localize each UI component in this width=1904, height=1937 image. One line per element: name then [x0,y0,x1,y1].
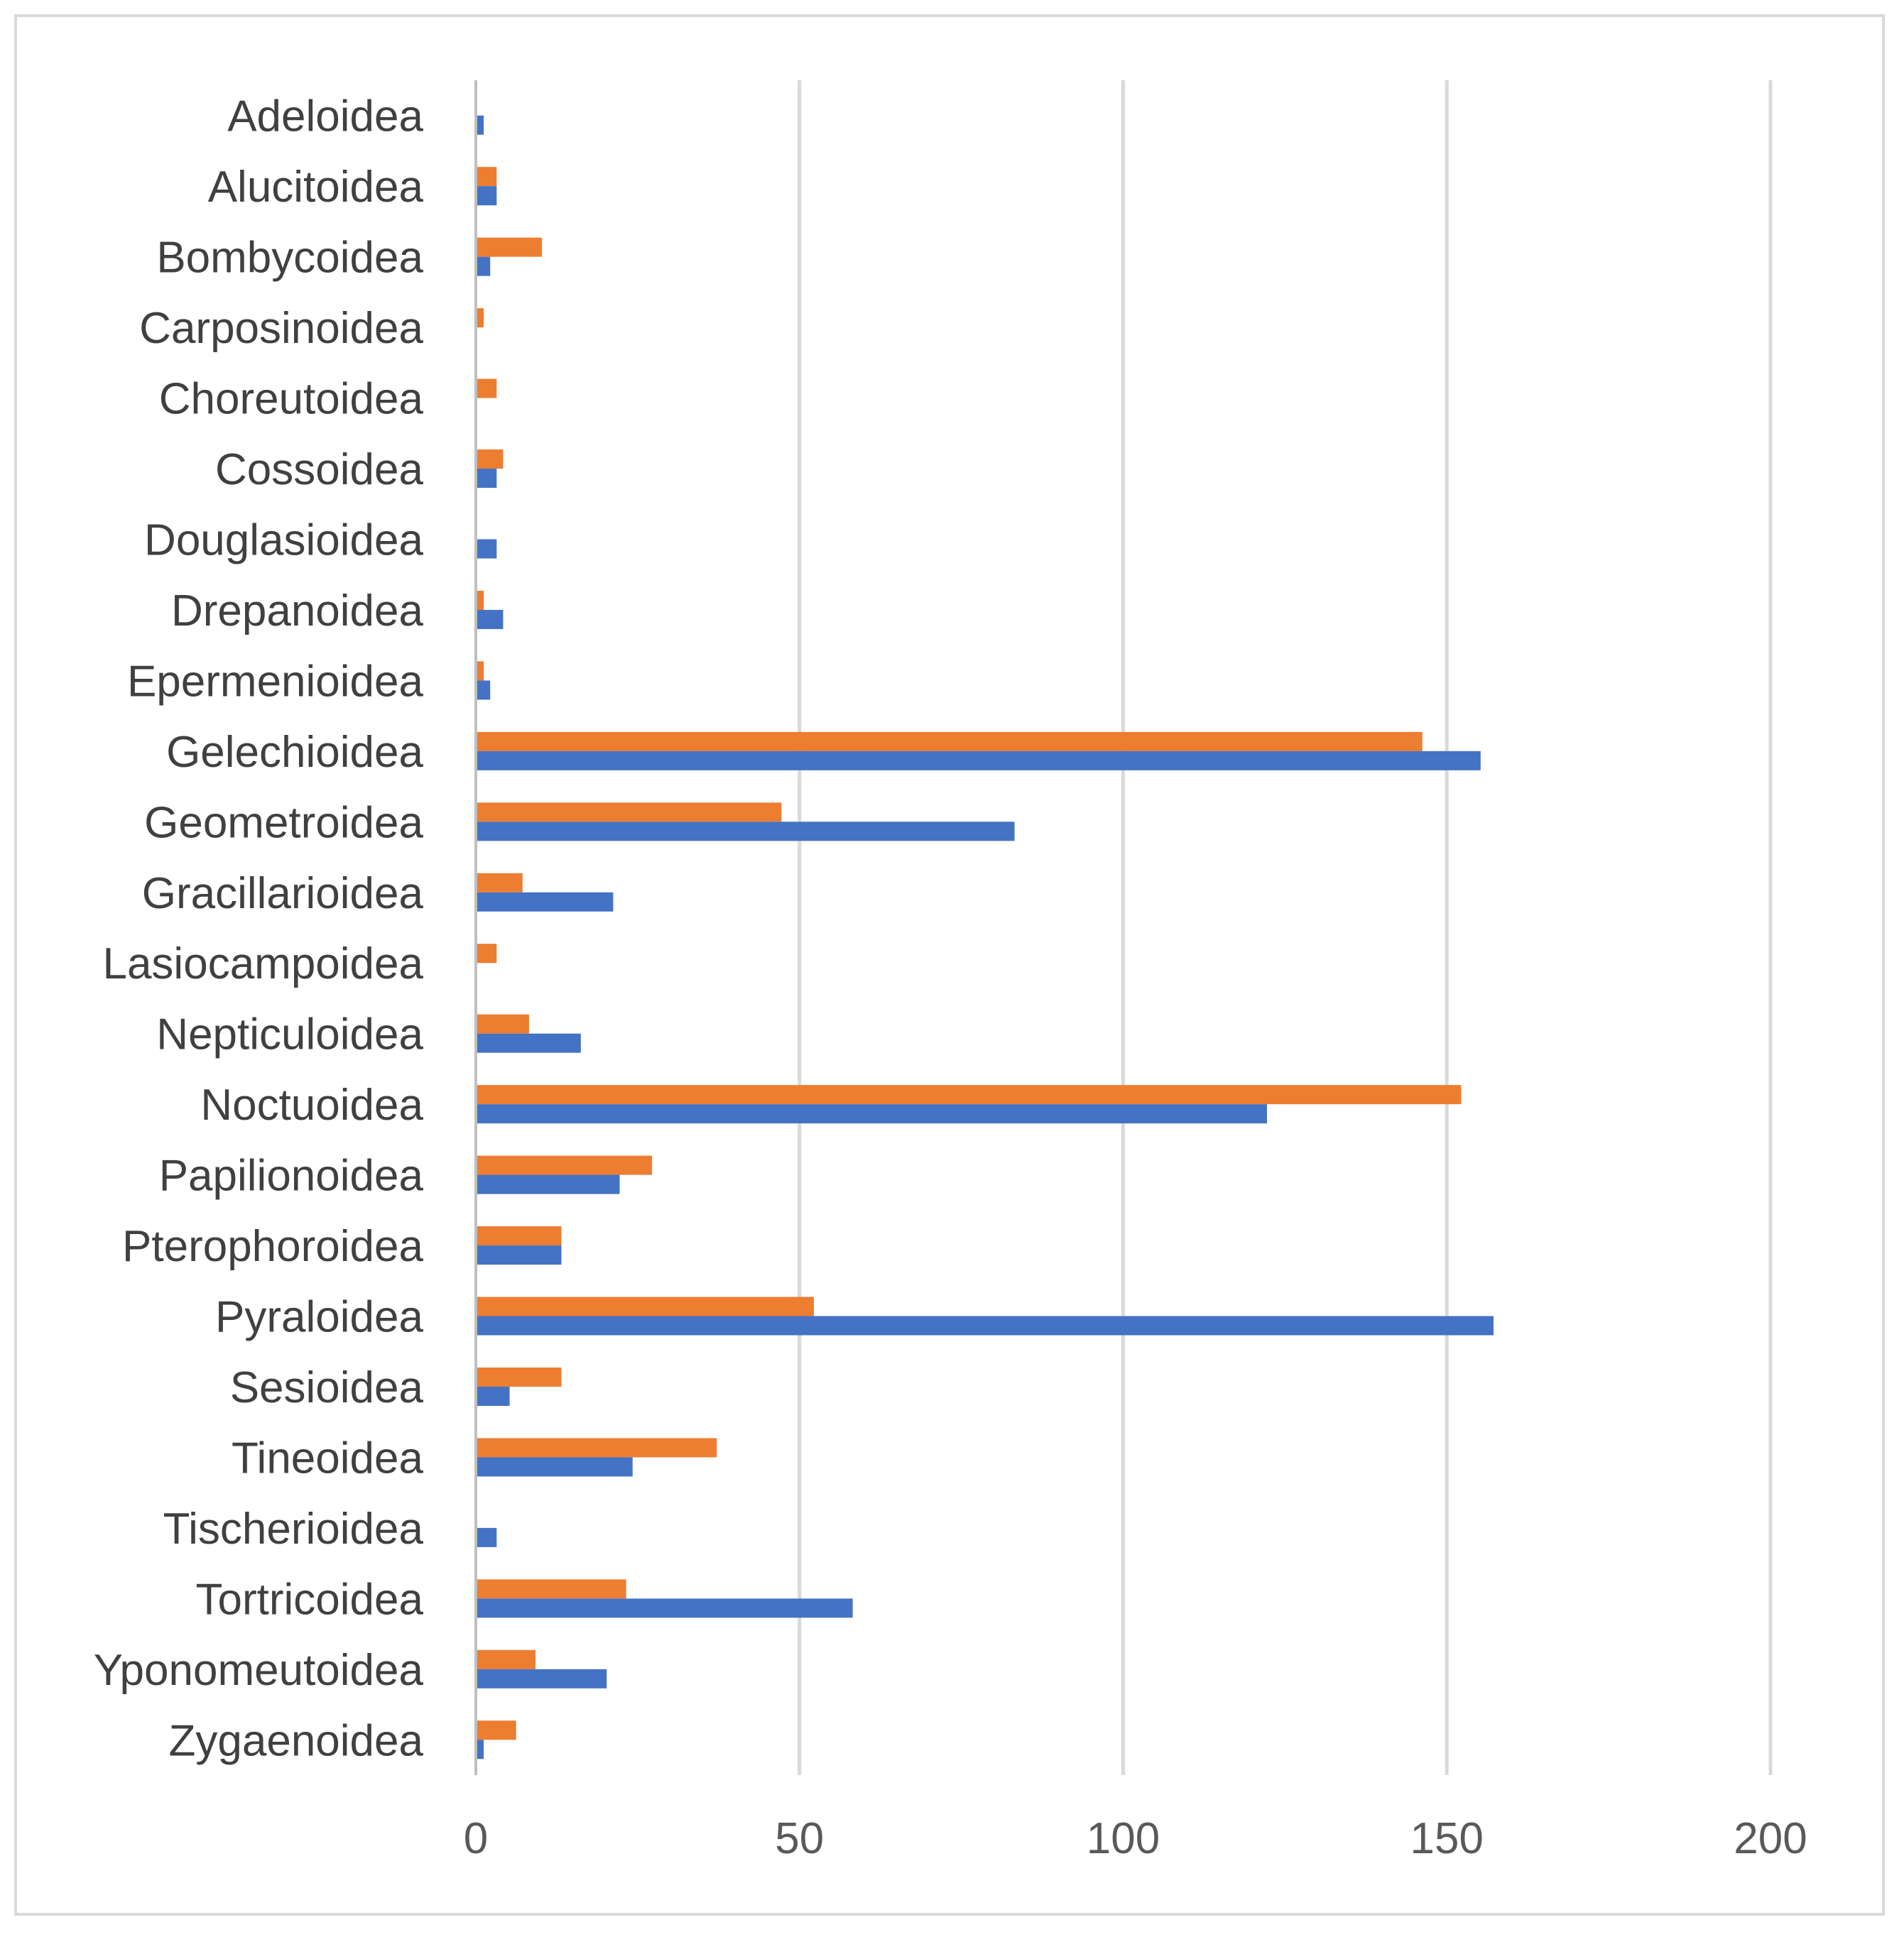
category-label: Carposinoidea [139,304,423,353]
gridlines [798,80,1773,1775]
bar-series2-pyraloidea [477,1297,814,1316]
bar-series2-carposinoidea [477,308,484,328]
category-label: Lasiocampoidea [102,939,423,988]
category-label: Nepticuloidea [156,1010,423,1059]
bar-series2-gracillarioidea [477,873,523,893]
bar-series2-pterophoroidea [477,1226,562,1246]
bar-series1-noctuoidea [477,1104,1268,1124]
x-tick-label: 100 [1087,1814,1160,1863]
bar-series2-lasiocampoidea [477,944,497,964]
bar-series2-cossoidea [477,449,504,469]
bar-series1-adeloidea [477,115,484,135]
bar-series1-tortricoidea [477,1598,853,1618]
category-label: Pyraloidea [215,1293,423,1342]
bar-series1-gracillarioidea [477,892,614,912]
bar-series2-papilionoidea [477,1155,653,1175]
x-tick-label: 0 [464,1814,488,1863]
category-label: Tineoidea [232,1434,424,1483]
bar-series2-bombycoidea [477,237,543,257]
bar-series2-yponomeutoidea [477,1649,536,1669]
x-tick-label: 50 [775,1814,824,1863]
bar-series1-tischerioidea [477,1527,497,1547]
category-label: Geometroidea [144,798,423,847]
bar-series2-tortricoidea [477,1579,626,1599]
bar-series2-alucitoidea [477,167,497,187]
category-label: Gelechioidea [166,728,423,777]
category-label: Tischerioidea [163,1505,424,1554]
bar-series1-pyraloidea [477,1316,1494,1336]
category-label: Drepanoidea [171,586,424,635]
bar-series1-drepanoidea [477,609,504,629]
bar-series2-tineoidea [477,1438,717,1458]
x-tick-label: 150 [1410,1814,1484,1863]
bar-series1-nepticuloidea [477,1033,581,1053]
category-label: Tortricoidea [196,1575,424,1624]
category-label: Sesioidea [230,1363,424,1412]
bar-series1-cossoidea [477,469,497,489]
bar-series1-douglasioidea [477,539,497,559]
bar-series2-geometroidea [477,802,782,822]
category-label: Bombycoidea [156,234,423,283]
bar-series2-drepanoidea [477,590,484,610]
bar-series1-geometroidea [477,822,1015,841]
x-tick-label: 200 [1734,1814,1807,1863]
category-label: Cossoidea [215,445,423,494]
bar-series2-zygaenoidea [477,1720,516,1740]
bar-series1-zygaenoidea [477,1740,484,1759]
bar-series1-epermenioidea [477,680,491,700]
bar-series2-noctuoidea [477,1085,1462,1105]
category-label: Noctuoidea [200,1081,423,1130]
category-labels: Adeloidea Alucitoidea Bombycoidea Carposino… [94,92,424,1766]
category-label: Pterophoroidea [122,1222,423,1271]
value-axis-ticks: 0 50 100 150 200 [464,1814,1807,1863]
bar-series2-sesioidea [477,1367,562,1387]
chart-frame [14,14,1885,1916]
category-label: Adeloidea [227,92,423,141]
bar-series1-yponomeutoidea [477,1669,607,1688]
bar-series2-gelechioidea [477,731,1422,751]
category-label: Alucitoidea [208,163,424,212]
category-label: Zygaenoidea [169,1716,424,1765]
bar-series1-tineoidea [477,1457,633,1477]
category-label: Papilionoidea [159,1152,424,1201]
bar-series1-gelechioidea [477,751,1481,770]
category-label: Choreutoidea [159,375,424,424]
category-label: Douglasioidea [144,515,423,564]
category-label: Epermenioidea [127,657,424,706]
bar-series2-epermenioidea [477,661,484,681]
bar-series1-bombycoidea [477,256,491,276]
bars [477,115,1494,1759]
category-label: Yponomeutoidea [94,1646,424,1695]
bar-series1-pterophoroidea [477,1245,562,1265]
bar-series2-nepticuloidea [477,1014,529,1034]
category-label: Gracillarioidea [142,869,424,918]
bar-series2-choreutoidea [477,378,497,398]
bar-series1-sesioidea [477,1386,510,1406]
bar-series1-alucitoidea [477,186,497,206]
bar-series1-papilionoidea [477,1174,620,1194]
